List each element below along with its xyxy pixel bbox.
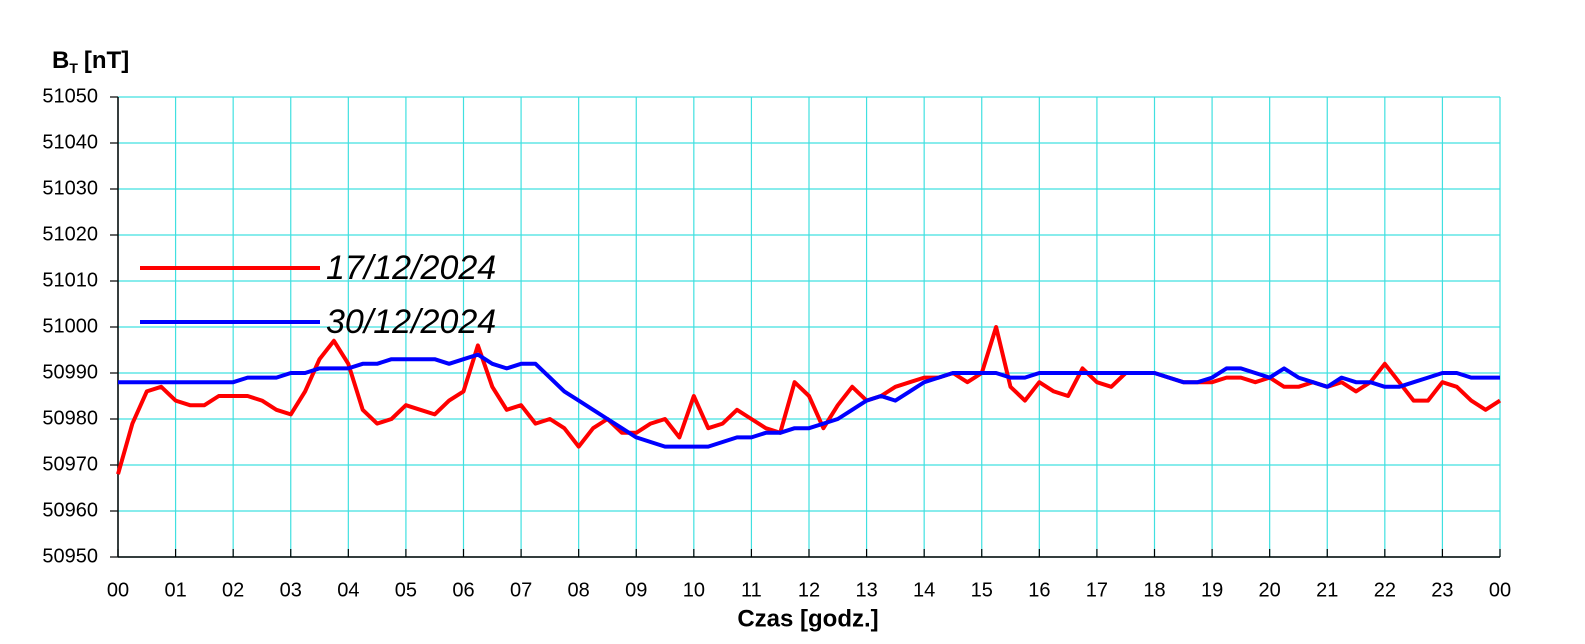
- x-tick-label: 05: [395, 579, 417, 601]
- y-label-sub: T: [69, 60, 78, 76]
- x-tick-label: 07: [510, 579, 532, 601]
- x-tick-label: 00: [107, 579, 129, 601]
- y-label-unit: [nT]: [84, 47, 129, 74]
- x-tick-label: 22: [1374, 579, 1396, 601]
- y-label-main: B: [52, 47, 69, 74]
- y-tick-label: 51010: [42, 269, 98, 291]
- x-tick-label: 19: [1201, 579, 1223, 601]
- y-tick-label: 50950: [42, 545, 98, 567]
- y-tick-label: 50960: [42, 499, 98, 521]
- x-tick-label: 17: [1086, 579, 1108, 601]
- x-tick-label: 23: [1431, 579, 1453, 601]
- x-tick-label: 18: [1143, 579, 1165, 601]
- data-line: [118, 352, 1500, 449]
- y-axis-label: BT [nT]: [52, 47, 129, 75]
- x-tick-label: 21: [1316, 579, 1338, 601]
- y-tick-label: 50990: [42, 361, 98, 383]
- legend-label: 17/12/2024: [326, 249, 496, 287]
- y-tick-label: 50980: [42, 407, 98, 429]
- x-tick-label: 03: [280, 579, 302, 601]
- x-tick-label: 02: [222, 579, 244, 601]
- x-axis-label: Czas [godz.]: [737, 605, 878, 632]
- x-tick-label: 00: [1489, 579, 1511, 601]
- x-tick-label: 15: [971, 579, 993, 601]
- x-tick-label: 04: [337, 579, 359, 601]
- legend-label: 30/12/2024: [326, 303, 496, 341]
- y-tick-label: 51000: [42, 315, 98, 337]
- y-tick-label: 51020: [42, 223, 98, 245]
- x-tick-label: 08: [568, 579, 590, 601]
- y-tick-label: 51030: [42, 177, 98, 199]
- x-tick-label: 20: [1259, 579, 1281, 601]
- x-tick-label: 12: [798, 579, 820, 601]
- x-tick-label: 14: [913, 579, 935, 601]
- x-tick-label: 16: [1028, 579, 1050, 601]
- x-tick-label: 11: [741, 579, 762, 601]
- y-tick-label: 51050: [42, 85, 98, 107]
- x-tick-label: 13: [855, 579, 877, 601]
- y-tick-label: 50970: [42, 453, 98, 475]
- x-tick-label: 01: [164, 579, 186, 601]
- x-tick-label: 06: [452, 579, 474, 601]
- x-tick-label: 10: [683, 579, 705, 601]
- x-tick-label: 09: [625, 579, 647, 601]
- y-tick-label: 51040: [42, 131, 98, 153]
